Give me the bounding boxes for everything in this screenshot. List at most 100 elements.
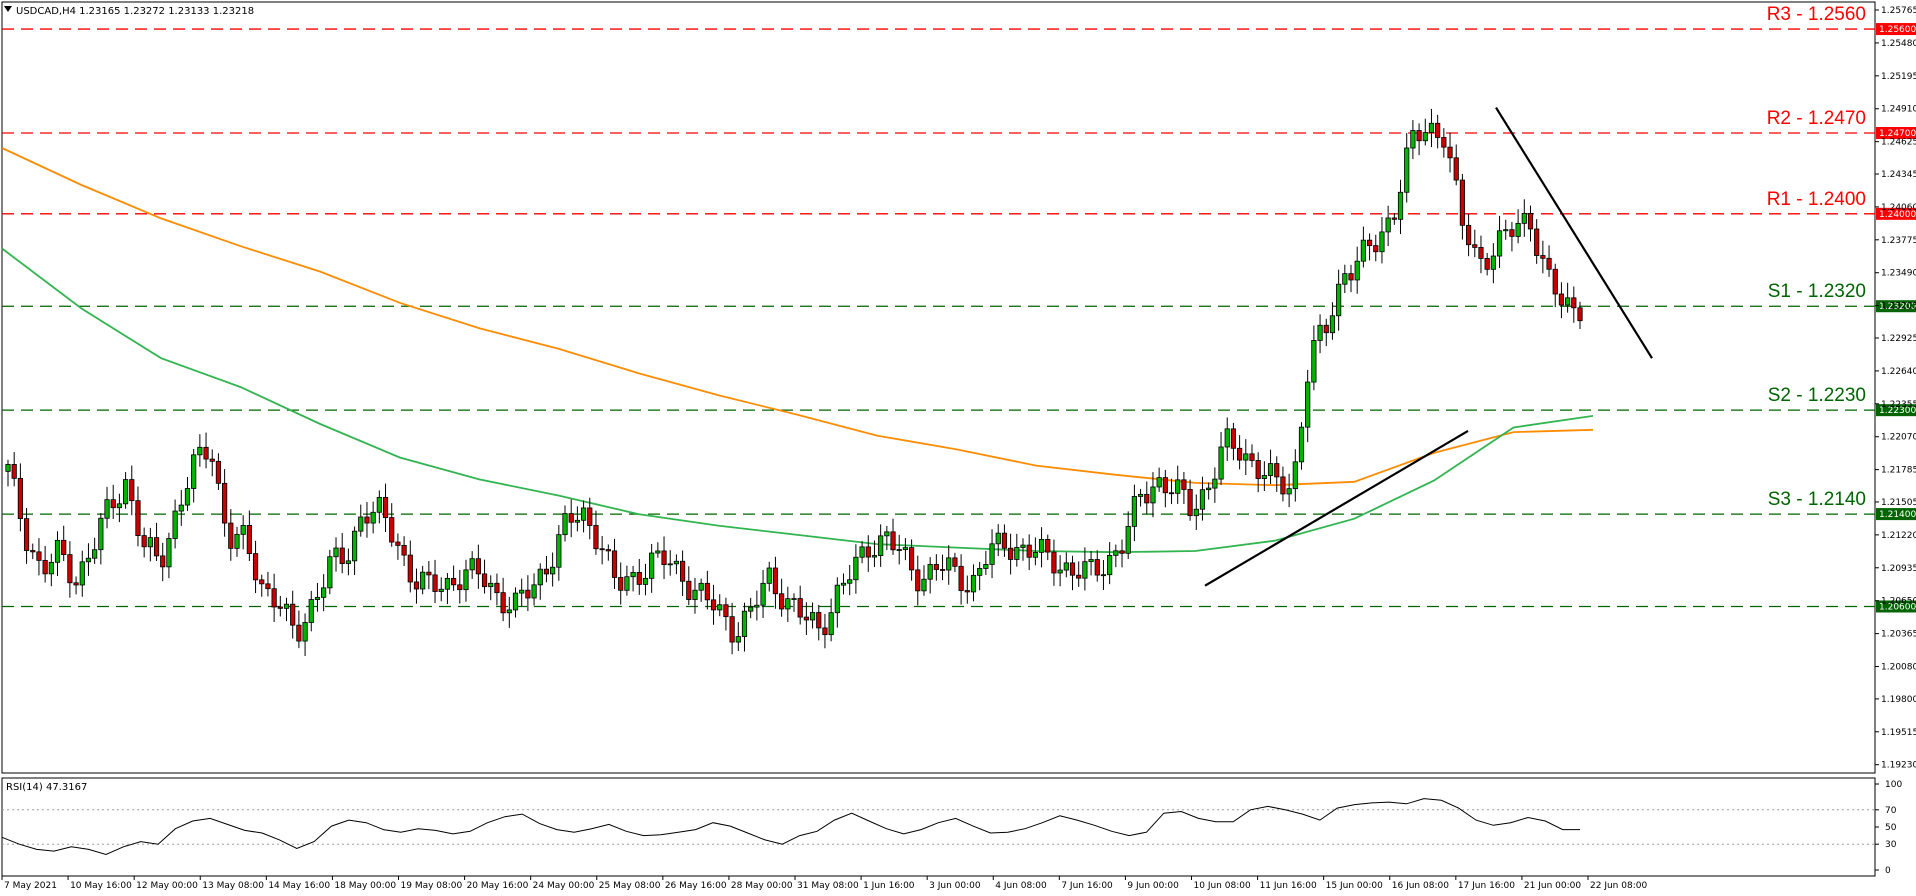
candle: [735, 622, 741, 651]
price-tick-label: 1.21785: [1881, 466, 1916, 476]
candle-body: [1094, 559, 1100, 576]
candle-body: [1224, 428, 1230, 448]
rsi-tick-label: 70: [1885, 806, 1897, 816]
candle: [1422, 118, 1428, 146]
candle: [1076, 561, 1082, 587]
price-tick-label: 1.19515: [1881, 728, 1916, 738]
candle-body: [1435, 122, 1441, 138]
candle-body: [1280, 476, 1286, 495]
candle-body: [1274, 463, 1280, 478]
candle-body: [1168, 492, 1175, 495]
level-price-tag: 1.22300: [1876, 404, 1916, 417]
candle: [54, 531, 61, 577]
candle-body: [822, 627, 828, 636]
candle-body: [290, 603, 296, 626]
candle: [1348, 264, 1354, 293]
candle: [1366, 233, 1373, 261]
candle-body: [605, 549, 611, 552]
candle-body: [463, 569, 469, 591]
candle: [1354, 246, 1360, 294]
candle: [1131, 484, 1137, 542]
candle: [550, 552, 556, 587]
candle-body: [1237, 447, 1243, 461]
candle: [413, 568, 420, 604]
candle-body: [1212, 478, 1218, 489]
candle: [519, 578, 525, 607]
candle: [160, 542, 166, 582]
candle-body: [407, 554, 413, 583]
candle: [958, 554, 964, 605]
candle-body: [160, 555, 166, 568]
candle-body: [506, 609, 512, 614]
candle-body: [977, 568, 983, 576]
candle: [246, 510, 252, 562]
candle-body: [1527, 213, 1534, 230]
candle: [85, 543, 92, 576]
level-tag-box: [1876, 207, 1916, 220]
candle: [611, 538, 618, 589]
candle-body: [754, 604, 760, 608]
price-tick-label: 1.24625: [1881, 138, 1916, 148]
support-resistance-levels: R3 - 1.2560 1.25600 R2 - 1.2470 1.24700 R1 -…: [2, 4, 1916, 613]
candle: [779, 578, 785, 617]
candle-body: [1218, 446, 1224, 480]
level-tag-box: [1876, 126, 1916, 139]
candle: [215, 453, 222, 490]
candle-body: [178, 504, 184, 512]
price-tick-label: 1.23775: [1881, 236, 1916, 246]
candle: [890, 518, 896, 555]
candle: [1168, 478, 1175, 505]
candle-body: [741, 610, 748, 637]
candle-body: [488, 582, 494, 588]
candle: [1298, 422, 1305, 470]
candle: [1181, 471, 1187, 505]
candle-body: [723, 604, 729, 618]
rsi-tick-label: 30: [1885, 840, 1897, 850]
candle-body: [30, 550, 36, 553]
candle: [772, 556, 779, 609]
candle-body: [983, 564, 989, 569]
collapse-triangle-icon[interactable]: [4, 6, 12, 12]
candle-body: [531, 584, 537, 599]
candle: [1150, 472, 1156, 518]
candle-body: [946, 557, 952, 571]
candle: [717, 594, 723, 617]
candle-body: [296, 624, 302, 642]
candle: [791, 593, 797, 612]
candle: [1385, 205, 1391, 247]
candle: [228, 509, 234, 561]
candle-body: [1342, 273, 1348, 285]
time-tick-label: 7 May 2021: [4, 881, 57, 891]
candle: [11, 452, 17, 487]
candle: [234, 526, 240, 557]
candle-body: [1496, 230, 1503, 257]
candle-body: [1156, 477, 1162, 488]
level-label: R3 - 1.2560: [1767, 4, 1866, 25]
candle: [141, 527, 147, 558]
rsi-tick-label: 0: [1885, 866, 1891, 876]
candle-body: [964, 590, 970, 593]
candle: [1428, 108, 1435, 148]
candle-body: [543, 568, 550, 575]
candle: [525, 575, 531, 612]
candle-body: [1385, 217, 1391, 233]
candle: [1391, 213, 1397, 225]
price-tick-label: 1.23205: [1881, 302, 1916, 312]
candle: [1317, 314, 1323, 354]
candle-body: [166, 538, 172, 568]
candle-body: [413, 581, 420, 590]
candle: [1373, 234, 1379, 262]
candle: [1410, 120, 1416, 160]
candle-body: [1441, 137, 1447, 148]
candle: [1459, 173, 1466, 240]
candle: [98, 513, 104, 565]
candle: [803, 602, 809, 635]
candle-body: [1057, 569, 1063, 574]
candle-body: [1113, 550, 1119, 556]
candle: [1527, 205, 1534, 242]
candle: [1063, 552, 1069, 578]
candle-body: [847, 579, 853, 584]
candle: [562, 505, 568, 542]
candle-body: [438, 588, 444, 592]
